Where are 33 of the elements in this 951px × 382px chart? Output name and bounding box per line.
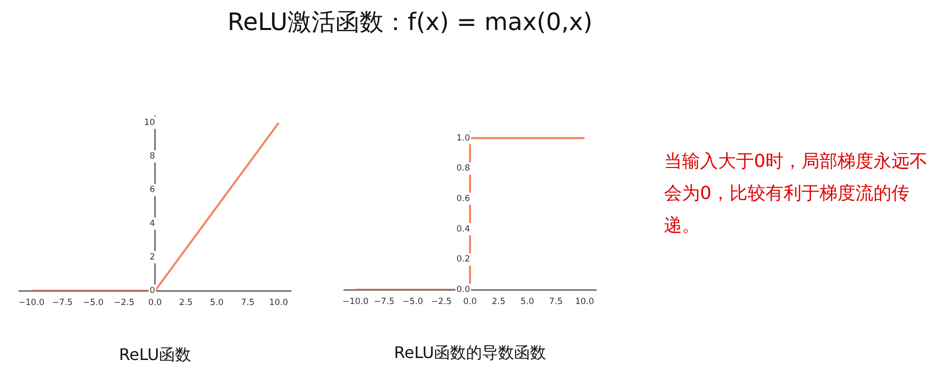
y-tick-label: 6: [150, 185, 155, 196]
y-tick-label: 0.8: [456, 164, 470, 174]
x-tick-label: −7.5: [52, 298, 73, 308]
y-tick-label: 10: [144, 118, 155, 128]
text: 当输入大于0时，局部梯度永远不会为0，比较有利于梯度流的传递。: [664, 150, 928, 238]
y-tick-label: 0: [150, 286, 155, 296]
x-tick-label: 7.5: [549, 297, 563, 308]
x-tick-label: −7.5: [374, 297, 394, 308]
x-tick-label: −10.0: [342, 297, 368, 308]
y-tick-label: 0.2: [456, 254, 470, 265]
x-tick-label: −5.0: [402, 297, 424, 308]
x-tick-label: 5.0: [210, 298, 224, 308]
y-tick-label: 0.0: [456, 285, 470, 296]
x-tick-label: 2.5: [492, 297, 506, 308]
x-tick-label: 0.0: [463, 297, 477, 308]
y-tick-label: 4: [150, 218, 155, 229]
x-tick-label: −10.0: [18, 298, 44, 308]
x-tick-label: 2.5: [179, 298, 193, 308]
y-tick-label: 0.6: [456, 194, 470, 204]
x-tick-label: −2.5: [431, 297, 452, 308]
y-tick-label: 8: [150, 152, 155, 162]
x-axis-title: ReLU函数的导数函数: [392, 343, 548, 364]
x-tick-label: 7.5: [240, 298, 254, 308]
y-tick-label: 0.4: [456, 224, 470, 234]
text: ReLU激活函数：f(x) = max(0,x): [226, 7, 594, 38]
y-tick-label: 2: [150, 252, 155, 262]
x-axis-title: ReLU函数: [118, 345, 192, 366]
x-tick-label: −2.5: [114, 298, 134, 308]
x-tick-label: 10.0: [269, 298, 288, 308]
y-tick-label: 1.0: [456, 133, 470, 144]
x-tick-label: −5.0: [82, 298, 104, 308]
x-tick-label: 5.0: [520, 297, 534, 308]
x-tick-label: 10.0: [575, 297, 594, 308]
